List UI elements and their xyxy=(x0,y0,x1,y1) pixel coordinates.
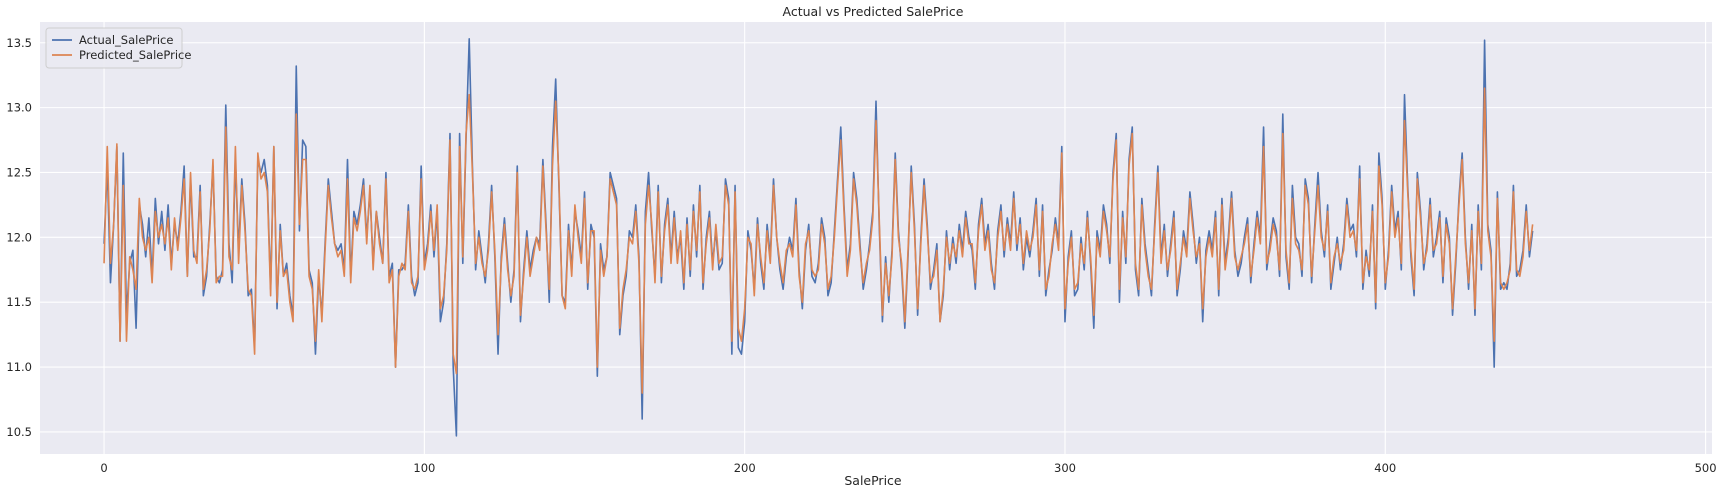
chart-title: Actual vs Predicted SalePrice xyxy=(783,4,964,19)
legend-label: Predicted_SalePrice xyxy=(79,48,191,62)
series-line-predicted-saleprice xyxy=(103,87,1534,394)
legend-box xyxy=(45,27,183,69)
x-tick-label: 100 xyxy=(413,461,435,475)
x-axis-ticks: 0 100 200 300 400 500 xyxy=(100,461,1716,475)
y-tick-label: 13.0 xyxy=(6,101,32,115)
y-tick-label: 11.5 xyxy=(6,295,32,309)
plot-area xyxy=(40,22,1712,454)
x-tick-label: 500 xyxy=(1695,461,1717,475)
series-lines xyxy=(103,38,1534,437)
y-tick-label: 12.0 xyxy=(6,230,32,244)
grid-lines xyxy=(40,22,1712,454)
legend-label: Actual_SalePrice xyxy=(79,33,173,47)
y-tick-label: 13.5 xyxy=(6,36,32,50)
y-tick-label: 10.5 xyxy=(6,425,32,439)
y-tick-label: 11.0 xyxy=(6,360,32,374)
x-tick-label: 400 xyxy=(1374,461,1396,475)
x-tick-label: 200 xyxy=(734,461,756,475)
x-tick-label: 300 xyxy=(1054,461,1076,475)
x-tick-label: 0 xyxy=(100,461,107,475)
y-tick-label: 12.5 xyxy=(6,165,32,179)
x-axis-title: SalePrice xyxy=(844,473,902,488)
y-axis-ticks: 10.5 11.0 11.5 12.0 12.5 13.0 13.5 xyxy=(6,36,32,439)
